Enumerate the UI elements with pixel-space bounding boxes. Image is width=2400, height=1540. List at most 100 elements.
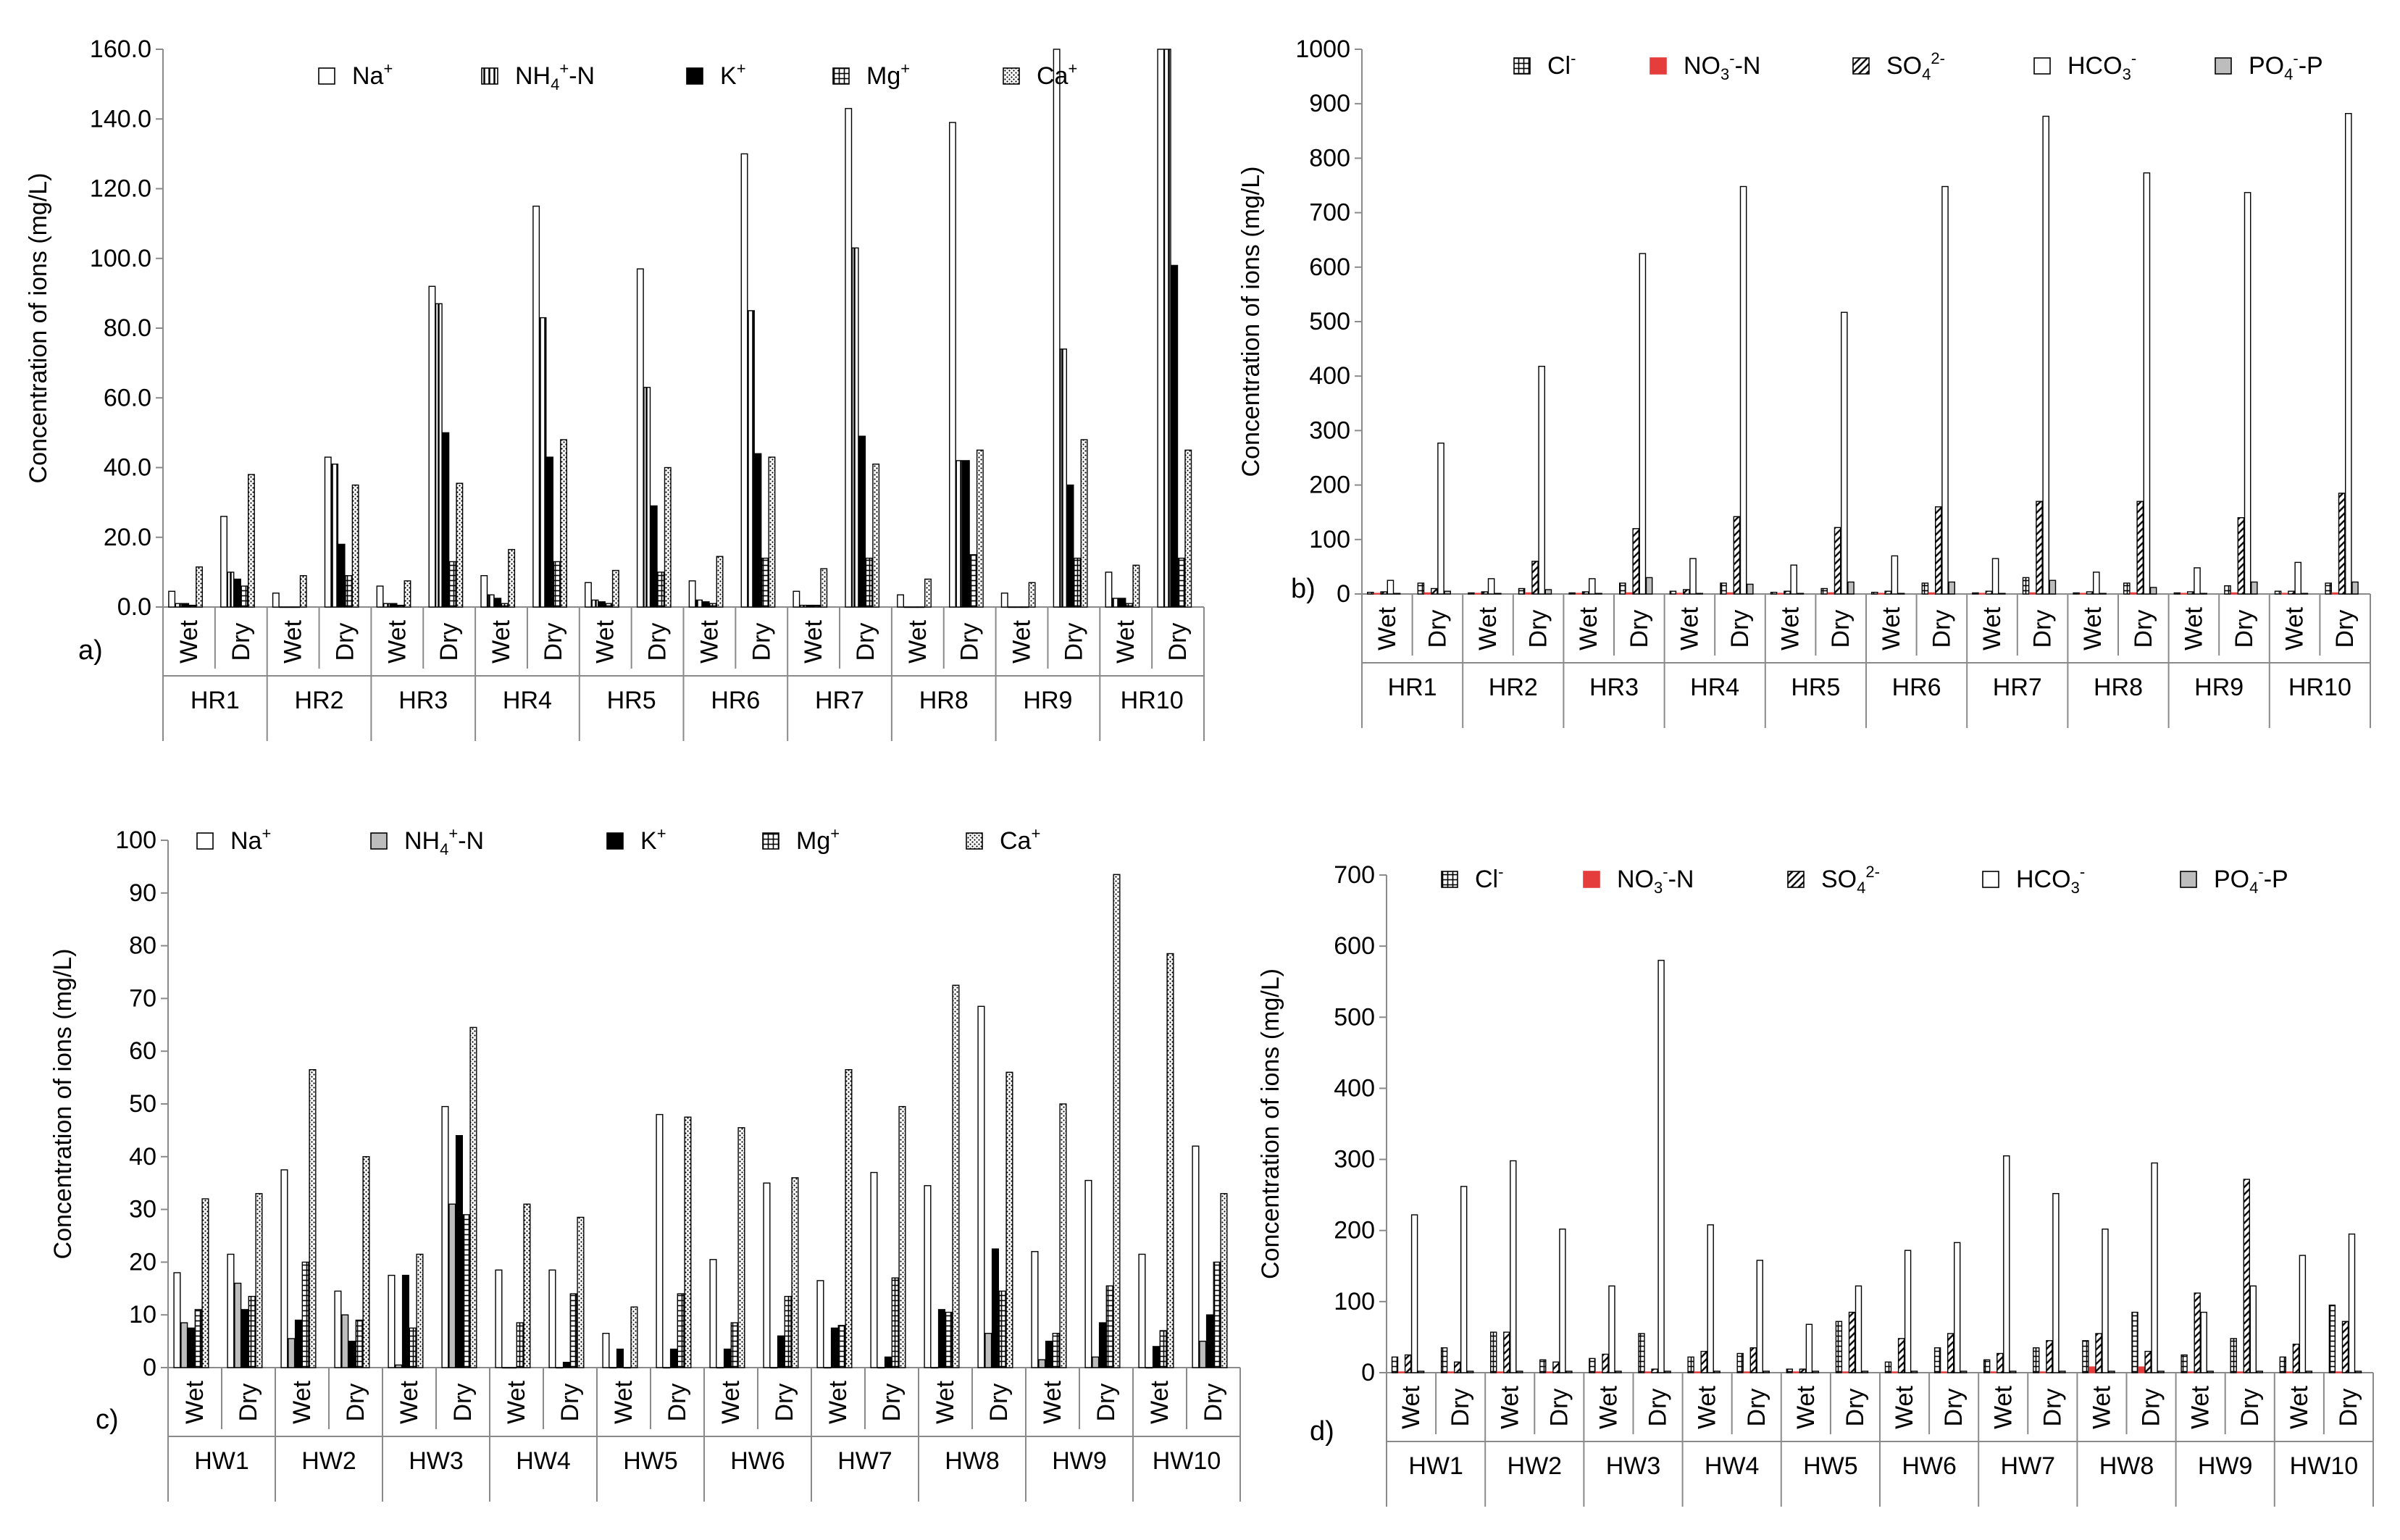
legend-label: Na+: [352, 59, 393, 90]
bar-c-gray-HW10-Dry: [1199, 1340, 1207, 1368]
x-subcategory-label: Dry: [235, 1384, 262, 1422]
bar-d-diag-HW6-Dry: [1947, 1333, 1954, 1373]
bar-d-diag-HW10-Dry: [2341, 1321, 2349, 1373]
bar-a-solid-HR6-Wet: [702, 601, 710, 608]
bar-b-red-HR6-Wet: [1878, 593, 1885, 595]
bar-b-gray-HR5-Dry: [1847, 581, 1855, 595]
y-tick-label: 0.0: [117, 593, 151, 621]
bar-d-gray-HW2-Dry: [1565, 1370, 1573, 1373]
bar-d-red-HW5-Wet: [1792, 1371, 1800, 1373]
bar-d-red-HW9-Wet: [2187, 1371, 2194, 1373]
x-subcategory-label: Wet: [1397, 1386, 1425, 1429]
bar-d-red-HW2-Dry: [1546, 1371, 1553, 1373]
bar-c-gray-HW2-Dry: [341, 1314, 349, 1368]
bar-d-diag-HW7-Dry: [2046, 1340, 2053, 1373]
bar-a-solid-HR8-Wet: [911, 606, 919, 608]
bar-c-dots-HW2-Dry: [362, 1156, 370, 1368]
bar-a-grid-HR10-Wet: [1125, 603, 1133, 608]
bar-a-open-HR9-Wet: [1000, 593, 1008, 608]
x-subcategory-label: Wet: [904, 620, 932, 664]
bar-d-diag-HW1-Wet: [1404, 1354, 1412, 1373]
bar-d-red-HW6-Dry: [1940, 1371, 1948, 1373]
bar-d-diag-HW4-Wet: [1700, 1350, 1707, 1373]
bar-d-grid-HW6-Wet: [1884, 1361, 1892, 1373]
bar-d-grid-HW5-Dry: [1835, 1321, 1843, 1373]
panel-label: c): [96, 1405, 119, 1435]
bar-c-grid-HW10-Dry: [1213, 1261, 1221, 1368]
bar-d-gray-HW10-Wet: [2305, 1370, 2313, 1373]
bar-b-grid-HR3-Wet: [1568, 592, 1576, 595]
panel-label: d): [1310, 1416, 1334, 1447]
bar-b-gray-HR4-Wet: [1696, 593, 1704, 595]
y-tick-label: 20: [129, 1248, 156, 1276]
bar-d-open-HW1-Wet: [1410, 1214, 1418, 1373]
bar-b-open-HR4-Wet: [1689, 558, 1697, 595]
x-group-label: HR8: [919, 687, 969, 714]
bar-c-dots-HW9-Wet: [1059, 1103, 1067, 1368]
bar-b-red-HR8-Wet: [2079, 593, 2087, 595]
bar-d-grid-HW7-Wet: [1983, 1359, 1991, 1373]
bar-c-solid-HW6-Wet: [723, 1348, 731, 1368]
bar-c-dots-HW5-Wet: [630, 1306, 638, 1368]
bar-b-gray-HR3-Dry: [1645, 577, 1653, 595]
bar-a-solid-HR9-Wet: [1014, 606, 1022, 608]
bar-a-open-HR8-Wet: [897, 594, 905, 608]
bar-d-gray-HW2-Wet: [1516, 1370, 1523, 1373]
bar-d-diag-HW2-Wet: [1503, 1331, 1510, 1373]
bar-b-red-HR9-Wet: [2180, 593, 2188, 595]
bar-a-dots-HR1-Dry: [248, 474, 255, 608]
bar-a-solid-HR4-Dry: [546, 456, 553, 608]
bar-d-diag-HW2-Dry: [1552, 1361, 1560, 1373]
x-subcategory-label: Dry: [2335, 1389, 2362, 1427]
x-subcategory-label: Dry: [1200, 1384, 1227, 1422]
bar-b-grid-HR4-Dry: [1720, 582, 1727, 595]
x-subcategory-label: Wet: [1112, 620, 1140, 664]
bar-c-dots-HW2-Wet: [309, 1068, 317, 1368]
bar-b-diag-HR3-Dry: [1632, 528, 1640, 595]
bar-a-solid-HR9-Dry: [1066, 484, 1074, 608]
bar-c-open-HW3-Wet: [388, 1274, 396, 1368]
bar-c-grid-HW8-Dry: [998, 1290, 1006, 1368]
bar-a-vline-HR5-Dry: [643, 387, 651, 608]
bar-c-solid-HW3-Wet: [401, 1274, 409, 1368]
bar-d-gray-HW9-Wet: [2207, 1370, 2214, 1373]
bar-b-gray-HR8-Dry: [2149, 587, 2157, 595]
bar-a-grid-HR10-Dry: [1177, 557, 1185, 608]
x-subcategory-label: Wet: [1575, 607, 1602, 650]
bar-b-red-HR10-Wet: [2280, 593, 2288, 595]
x-subcategory-label: Dry: [664, 1384, 691, 1422]
bar-c-open-HW6-Wet: [709, 1259, 717, 1368]
bar-d-open-HW5-Dry: [1855, 1285, 1862, 1373]
bar-d-gray-HW10-Dry: [2354, 1370, 2362, 1373]
bar-b-red-HR7-Dry: [2028, 592, 2036, 595]
bar-c-dots-HW8-Wet: [952, 984, 960, 1368]
chart-panel-a: 0.0 20.0 40.0 60.0 80.0 100.0 120.0 140.0 160.0 C…: [25, 35, 1205, 741]
bar-c-solid-HW9-Wet: [1045, 1340, 1053, 1368]
bar-d-diag-HW4-Dry: [1749, 1347, 1757, 1373]
bar-a-grid-HR8-Dry: [969, 554, 977, 608]
bar-c-gray-HW1-Wet: [180, 1322, 188, 1368]
bar-b-open-HR4-Dry: [1739, 185, 1747, 595]
x-group-label: HW1: [194, 1447, 249, 1475]
bar-d-open-HW2-Wet: [1510, 1160, 1517, 1373]
bar-a-dots-HR1-Wet: [196, 566, 203, 608]
bar-c-grid-HW6-Wet: [730, 1322, 738, 1368]
bar-d-red-HW3-Wet: [1595, 1371, 1602, 1373]
bar-a-vline-HR7-Wet: [799, 604, 807, 608]
bar-b-open-HR2-Wet: [1487, 578, 1495, 595]
bar-d-diag-HW8-Wet: [2095, 1333, 2102, 1373]
y-tick-label: 200: [1309, 472, 1350, 499]
x-subcategory-label: Wet: [1373, 607, 1401, 650]
bar-c-dots-HW7-Wet: [845, 1068, 853, 1368]
bar-c-solid-HW10-Wet: [1152, 1346, 1160, 1368]
legend-swatch-diag: [1787, 871, 1805, 888]
bar-b-red-HR2-Wet: [1474, 593, 1481, 595]
bar-c-open-HW1-Wet: [173, 1272, 181, 1368]
x-group-label: HW2: [1508, 1452, 1563, 1480]
bar-d-red-HW5-Dry: [1841, 1371, 1849, 1373]
bar-c-gray-HW1-Dry: [234, 1282, 242, 1368]
bar-c-grid-HW3-Wet: [409, 1327, 417, 1368]
x-subcategory-label: Dry: [1626, 610, 1653, 648]
x-group-label: HW3: [1606, 1452, 1661, 1480]
